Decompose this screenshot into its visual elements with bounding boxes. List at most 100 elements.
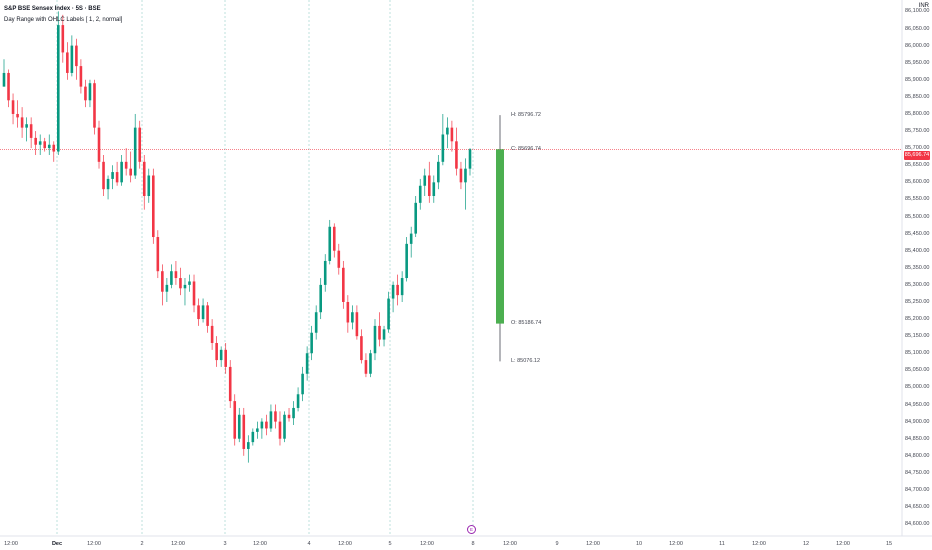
candle-body	[337, 250, 341, 268]
price-tick-label: 85,450.00	[905, 230, 930, 237]
candle-body	[314, 312, 318, 333]
candle-body	[34, 137, 37, 145]
candle-body	[301, 373, 304, 395]
day-range-body	[496, 149, 504, 324]
candle-body	[192, 281, 196, 306]
candle-body	[97, 127, 101, 162]
candle-body	[432, 182, 436, 197]
price-tick-label: 85,150.00	[905, 333, 930, 340]
candle-body	[283, 414, 286, 439]
candle-body	[256, 428, 259, 432]
candle-body	[138, 127, 142, 162]
price-tick-label: 85,250.00	[905, 298, 930, 305]
candle-body	[29, 124, 33, 138]
candle-body	[323, 260, 327, 285]
candle-body	[174, 271, 178, 279]
candle-body	[228, 366, 232, 402]
candle-body	[129, 168, 132, 176]
candle-body	[305, 353, 309, 374]
price-tick-label: 86,000.00	[905, 42, 930, 49]
candle-body	[269, 411, 273, 429]
time-tick-label: 10	[635, 541, 643, 547]
candle-body	[391, 284, 395, 299]
candle-body	[152, 175, 155, 238]
price-tick-label: 84,650.00	[905, 504, 930, 511]
candle-body	[147, 175, 151, 197]
price-tick-label: 84,600.00	[905, 521, 930, 528]
candle-body	[446, 127, 449, 135]
time-tick-label: 12:00	[503, 541, 517, 547]
price-tick-label: 84,700.00	[905, 486, 930, 493]
candle-body	[20, 117, 24, 128]
time-tick-label: 5	[388, 541, 392, 547]
symbol-title[interactable]: S&P BSE Sensex Index · 5S · BSE	[4, 6, 101, 12]
price-tick-label: 85,950.00	[905, 59, 930, 66]
candle-body	[233, 401, 237, 439]
indicator-legend[interactable]: Day Range with OHLC Labels [ 1, 2, norma…	[4, 17, 123, 23]
candle-body	[75, 45, 78, 67]
candle-body	[310, 332, 313, 354]
candle-body	[215, 342, 218, 361]
time-tick-label: 12:00	[586, 541, 600, 547]
candle-body	[319, 284, 322, 313]
price-tick-label: 85,900.00	[905, 76, 930, 83]
price-tick-label: 85,000.00	[905, 384, 930, 391]
candle-body	[459, 168, 463, 183]
candle-body	[265, 421, 268, 429]
candle-body	[450, 127, 454, 142]
candle-body	[161, 271, 164, 292]
time-tick-label: 12:00	[4, 541, 18, 547]
candle-body	[346, 301, 350, 323]
candle-body	[170, 271, 173, 285]
candle-body	[423, 175, 427, 186]
event-marker-icon[interactable]: E	[467, 525, 476, 534]
day-close-label: C: 85696.74	[511, 145, 541, 152]
candle-body	[296, 394, 300, 408]
candle-body	[25, 124, 28, 128]
candle-body	[43, 141, 47, 149]
candle-body	[427, 175, 431, 197]
day-range-box	[496, 115, 504, 362]
candle-body	[120, 161, 123, 183]
candle-body	[7, 72, 10, 101]
candle-body	[405, 243, 408, 279]
candle-body	[115, 172, 119, 183]
time-tick-label: 12:00	[253, 541, 267, 547]
time-tick-label: Dec	[51, 541, 63, 547]
candle-body	[210, 325, 214, 343]
candle-body	[418, 185, 422, 203]
time-tick-label: 2	[140, 541, 144, 547]
candle-body	[179, 278, 182, 289]
candle-body	[274, 411, 277, 422]
candle-body	[355, 312, 359, 337]
session-separators	[56, 0, 474, 536]
candle-body	[342, 267, 345, 302]
price-tick-label: 85,850.00	[905, 93, 930, 100]
price-tick-label: 85,300.00	[905, 281, 930, 288]
time-tick-label: 12:00	[420, 541, 434, 547]
candle-body	[409, 233, 413, 244]
candle-body	[52, 144, 56, 152]
candle-body	[455, 141, 458, 169]
candle-body	[287, 414, 291, 419]
candle-body	[414, 202, 418, 234]
time-tick-label: 12:00	[171, 541, 185, 547]
price-tick-label: 85,800.00	[905, 110, 930, 117]
candle-body	[364, 360, 368, 374]
last-price-tag: 85,696.74	[904, 151, 930, 160]
candle-body	[84, 86, 87, 101]
time-tick-label: 12	[802, 541, 810, 547]
day-high-label: H: 85796.72	[511, 111, 541, 118]
price-tick-label: 85,700.00	[905, 145, 930, 152]
candle-body	[396, 284, 399, 296]
candle-body	[183, 284, 187, 289]
candle-body	[66, 52, 69, 73]
candle-body	[464, 168, 467, 183]
candle-body	[292, 407, 295, 419]
time-tick-label: 11	[719, 541, 725, 547]
candle-body	[378, 325, 381, 340]
price-tick-label: 85,200.00	[905, 316, 930, 323]
candle-body	[278, 421, 282, 439]
candle-body	[106, 178, 110, 190]
